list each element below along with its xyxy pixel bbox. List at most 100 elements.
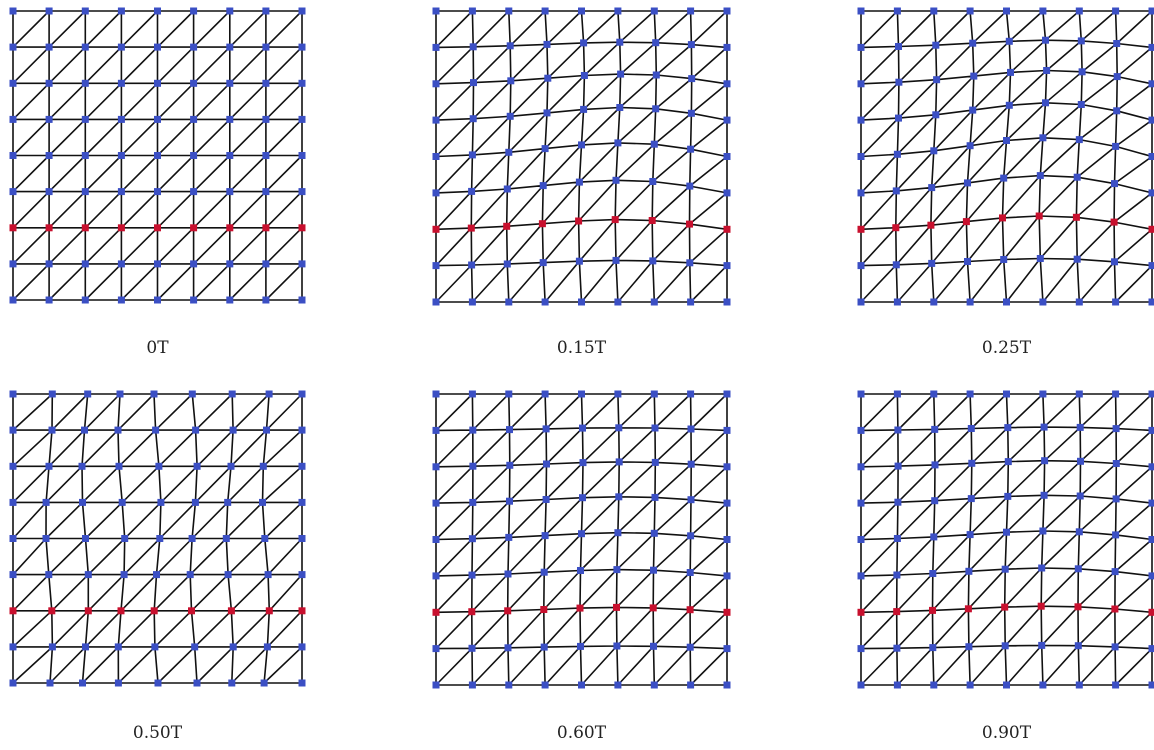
mesh-node <box>857 390 865 398</box>
mesh-panel-p015: 0.15T <box>432 7 731 358</box>
mesh-node <box>968 459 976 467</box>
mesh-node <box>893 644 901 652</box>
mesh-node <box>81 260 89 268</box>
mesh-node <box>1148 43 1154 51</box>
mesh-node <box>505 298 513 306</box>
mesh-node <box>1148 7 1154 15</box>
mesh-node <box>150 390 158 398</box>
mesh-node <box>649 257 657 265</box>
mesh-node <box>469 462 477 470</box>
mesh-node <box>298 462 306 470</box>
mesh-edges <box>860 10 1153 303</box>
mesh-node <box>226 79 234 87</box>
mesh-node <box>263 643 271 651</box>
mesh-node <box>893 571 901 579</box>
mesh-node <box>506 497 513 505</box>
mesh-node <box>686 643 694 651</box>
mesh-node <box>687 496 695 504</box>
mesh-node <box>614 7 622 15</box>
mesh-node <box>114 679 122 687</box>
mesh-node <box>616 104 624 111</box>
mesh-node <box>151 643 159 651</box>
mesh-node <box>114 426 122 434</box>
mesh-node <box>48 426 56 434</box>
mesh-node <box>81 296 89 304</box>
mesh-node <box>930 681 938 689</box>
highlighted-node <box>467 224 475 232</box>
mesh-node <box>928 184 936 192</box>
mesh-node <box>45 79 53 87</box>
mesh-node <box>468 261 476 269</box>
highlighted-node <box>1072 213 1080 221</box>
mesh-node <box>687 532 695 540</box>
mesh-node <box>1003 7 1010 15</box>
mesh-node <box>81 79 89 87</box>
mesh-node <box>723 390 731 398</box>
mesh-node <box>857 536 865 543</box>
mesh-node <box>78 462 86 470</box>
mesh-node <box>687 109 695 117</box>
mesh-node <box>468 535 476 543</box>
mesh-node <box>541 390 549 398</box>
mesh-node <box>1039 527 1047 535</box>
mesh-node <box>506 42 514 50</box>
mesh-node <box>969 39 977 47</box>
mesh-node <box>575 257 583 265</box>
mesh-node <box>116 390 124 398</box>
mesh-node <box>503 185 511 193</box>
mesh-node <box>966 681 974 689</box>
mesh-node <box>541 298 549 306</box>
mesh-node <box>1148 390 1154 398</box>
mesh-node <box>84 390 92 398</box>
mesh-node <box>723 536 731 543</box>
mesh-node <box>9 115 17 123</box>
mesh-node <box>575 178 583 186</box>
highlighted-node <box>117 607 125 615</box>
mesh-node <box>155 462 163 470</box>
mesh-node <box>1112 7 1120 15</box>
mesh-node <box>45 462 53 470</box>
mesh-node <box>298 79 306 87</box>
mesh-node <box>9 43 17 51</box>
mesh-node <box>543 40 551 48</box>
mesh-node <box>542 496 550 503</box>
highlighted-node <box>45 224 53 232</box>
mesh-node <box>468 151 476 159</box>
mesh-node <box>893 298 901 306</box>
mesh-node <box>1113 107 1121 115</box>
panel-caption: 0.15T <box>557 338 607 358</box>
mesh-node <box>193 462 201 470</box>
mesh-edge-path <box>435 10 728 303</box>
mesh-node <box>577 642 584 650</box>
mesh-node <box>652 39 660 47</box>
mesh-node <box>154 79 161 87</box>
mesh-node <box>650 529 658 537</box>
mesh-node <box>1073 173 1081 181</box>
mesh-node <box>46 679 54 687</box>
mesh-node <box>505 681 513 689</box>
mesh-node <box>615 493 623 501</box>
mesh-node <box>580 72 588 79</box>
mesh-node <box>892 261 900 269</box>
mesh-node <box>893 390 901 398</box>
mesh-edges <box>435 393 728 686</box>
mesh-node <box>48 390 56 398</box>
mesh-node <box>229 643 237 651</box>
mesh-node <box>228 390 236 398</box>
mesh-node <box>857 153 865 160</box>
mesh-edges <box>12 10 303 301</box>
highlighted-node <box>613 603 620 611</box>
mesh-node <box>1076 423 1084 431</box>
mesh-node <box>1074 642 1082 650</box>
mesh-node <box>188 390 196 398</box>
mesh-node <box>687 460 695 468</box>
mesh-node <box>298 643 306 651</box>
mesh-node <box>723 80 731 88</box>
mesh-node <box>928 259 936 267</box>
highlighted-node <box>964 605 972 613</box>
mesh-node <box>45 296 53 304</box>
mesh-nodes <box>432 7 731 306</box>
mesh-node <box>120 571 128 579</box>
mesh-node <box>505 148 513 156</box>
mesh-node <box>895 114 902 122</box>
